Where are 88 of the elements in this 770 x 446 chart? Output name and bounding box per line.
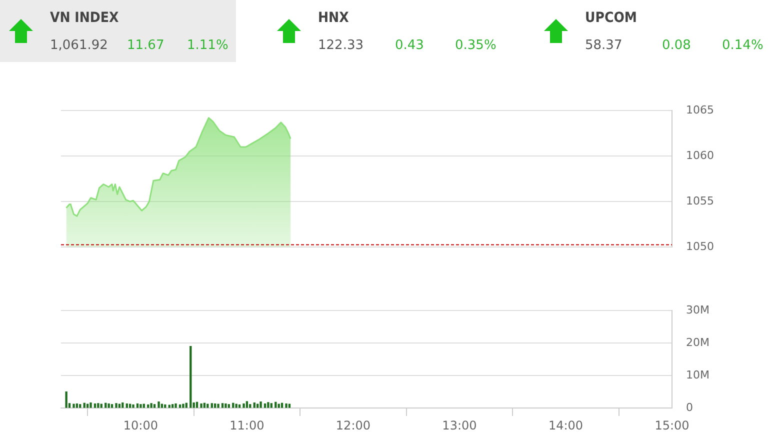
bar [280,402,284,408]
text: 1.11% [187,38,228,53]
bar [140,404,142,408]
y-tick-label: 0 [686,400,693,414]
y-tick-label: 1060 [686,148,714,162]
bar [249,404,252,408]
bar [132,404,134,408]
y-tick-label: 10M [686,368,710,382]
bar [110,404,114,408]
bar [238,404,241,408]
y-tick-label: 30M [686,303,710,316]
bar [158,402,160,408]
bar [178,404,182,408]
bar [104,402,107,408]
bar [83,402,86,408]
bar [97,403,100,408]
bar [171,404,174,408]
bar [108,403,110,408]
bar [72,404,75,408]
text: 58.37 [585,38,622,53]
bar [94,403,96,408]
bar [147,404,150,408]
bar [206,404,209,408]
bar [242,403,245,408]
bar [142,404,145,408]
bar [128,404,132,408]
bar [100,404,102,408]
bar [256,404,259,408]
bar [115,403,118,408]
bar [260,402,262,408]
x-tick-label: 13:00 [442,418,477,432]
bar [168,404,170,408]
bar [270,403,272,408]
bar [86,404,89,408]
bar [253,402,256,408]
text: 11.67 [127,38,164,53]
bar [214,403,216,408]
bar [221,403,224,408]
bar [118,404,121,408]
x-tick-label: 10:00 [123,418,158,432]
bar [235,404,238,408]
bar [274,402,277,408]
bar [278,404,280,408]
bar [190,346,192,408]
text: HNX [318,10,349,26]
bar [136,403,139,408]
bar [200,403,202,408]
bar [224,403,227,408]
text: 0.43 [395,38,424,53]
bar [164,404,166,408]
bar [122,402,124,408]
bar [150,403,152,408]
text: 0.08 [662,38,691,53]
y-tick-label: 1055 [686,194,714,208]
text: UPCOM [585,10,637,26]
text: 122.33 [318,38,364,53]
bar [90,402,92,408]
x-tick-label: 15:00 [654,418,690,432]
x-tick-label: 12:00 [336,418,371,432]
bar [79,404,82,408]
bar [182,404,184,408]
bar [264,403,266,408]
bar [228,404,230,408]
bar [246,401,248,408]
bar [185,402,188,408]
y-tick-label: 20M [686,336,710,349]
text: 0.14% [722,38,764,53]
bar [288,404,291,408]
bar [210,403,213,408]
bar [174,403,177,408]
bar [153,404,156,408]
text: 0.35% [455,38,496,53]
text: VN INDEX [50,10,119,26]
y-tick-label: 1050 [686,240,714,253]
x-tick-label: 11:00 [230,418,264,432]
bar [217,404,220,408]
y-tick-label: 1065 [686,103,714,116]
bar [267,402,270,408]
text: 1,061.92 [50,38,108,53]
bar [76,403,78,408]
bar [196,402,198,408]
bar [126,403,128,408]
bar [285,403,288,408]
bar [160,404,164,408]
x-tick-label: 14:00 [548,418,584,432]
bar [65,391,68,408]
bar [203,402,206,408]
bar [232,402,234,408]
